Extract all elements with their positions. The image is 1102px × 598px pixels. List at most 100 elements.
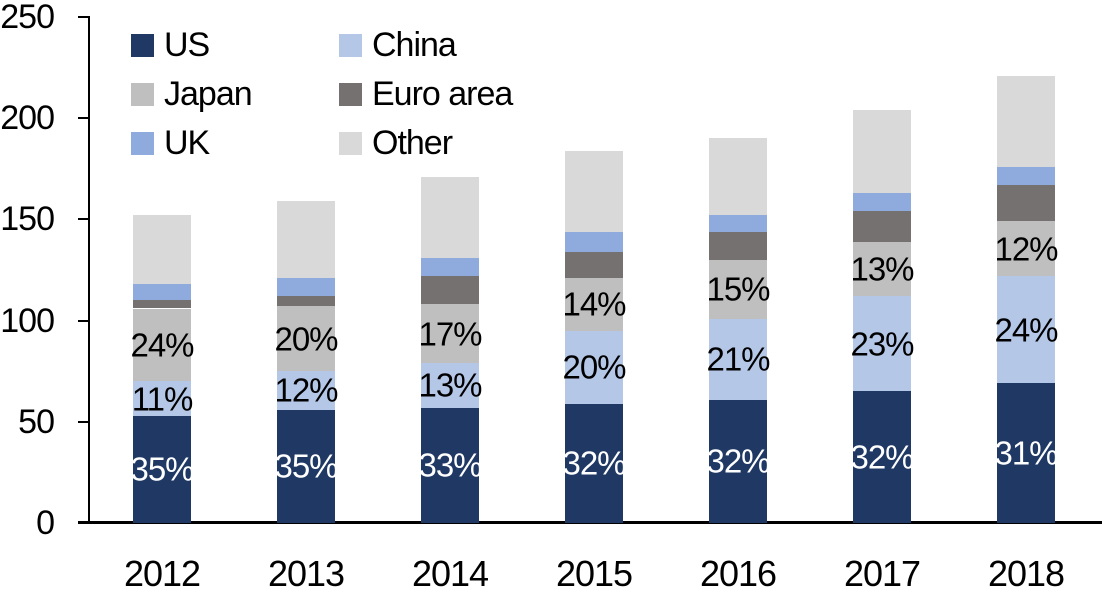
bar-segment-uk-2017 bbox=[853, 193, 911, 212]
bar-segment-uk-2015 bbox=[565, 231, 623, 252]
bar-segment-euro-area-2013 bbox=[277, 296, 335, 307]
y-axis bbox=[88, 16, 90, 524]
bar-segment-uk-2014 bbox=[421, 257, 479, 277]
y-axis-tick bbox=[78, 117, 88, 120]
bar-segment-china-2013 bbox=[277, 371, 335, 410]
y-axis-tick bbox=[78, 522, 88, 524]
x-axis-label: 2014 bbox=[411, 553, 489, 594]
bar-segment-label: 14% bbox=[562, 285, 626, 323]
bar-segment-japan-2016 bbox=[709, 259, 767, 319]
bar-segment-label: 20% bbox=[274, 320, 338, 358]
bar-segment-label: 15% bbox=[706, 270, 770, 308]
bar-segment-us-2013 bbox=[277, 409, 335, 523]
bar-segment-us-2018 bbox=[997, 383, 1055, 523]
legend-label: China bbox=[372, 26, 457, 64]
y-axis-tick-label: 250 bbox=[0, 0, 55, 36]
bar-segment-label: 13% bbox=[418, 366, 482, 404]
bar-segment-uk-2013 bbox=[277, 278, 335, 297]
bar-segment-us-2014 bbox=[421, 407, 479, 523]
bar-segment-label: 24% bbox=[130, 326, 194, 364]
bar-segment-euro-area-2018 bbox=[997, 185, 1055, 222]
bar-segment-euro-area-2017 bbox=[853, 211, 911, 242]
bar-segment-other-2016 bbox=[709, 138, 767, 216]
bar-segment-us-2012 bbox=[133, 415, 191, 523]
bar-segment-japan-2013 bbox=[277, 306, 335, 372]
legend-swatch-uk bbox=[131, 131, 154, 155]
legend-item-us: US bbox=[131, 26, 210, 64]
bar-segment-other-2017 bbox=[853, 110, 911, 194]
bar-segment-china-2016 bbox=[709, 318, 767, 400]
bar-segment-other-2018 bbox=[997, 75, 1055, 167]
bar-segment-label: 32% bbox=[562, 444, 626, 482]
y-axis-tick-label: 100 bbox=[0, 301, 55, 340]
legend-swatch-other bbox=[339, 131, 362, 155]
x-axis-label: 2012 bbox=[123, 553, 201, 594]
bar-segment-japan-2015 bbox=[565, 278, 623, 331]
legend-label: Euro area bbox=[372, 75, 513, 113]
y-axis-tick-label: 50 bbox=[18, 402, 55, 441]
bar-segment-euro-area-2015 bbox=[565, 251, 623, 279]
bar-segment-china-2017 bbox=[853, 296, 911, 392]
bar-segment-label: 12% bbox=[994, 230, 1058, 268]
bar-segment-china-2015 bbox=[565, 330, 623, 404]
bar-segment-label: 13% bbox=[850, 250, 914, 288]
bar-segment-china-2014 bbox=[421, 363, 479, 408]
bar-segment-label: 32% bbox=[850, 438, 914, 476]
legend-label: Japan bbox=[164, 75, 253, 113]
legend-label: Other bbox=[372, 124, 453, 162]
y-axis-tick-label: 200 bbox=[0, 99, 55, 138]
bar-segment-label: 33% bbox=[418, 446, 482, 484]
legend-label: US bbox=[164, 26, 210, 64]
legend-item-euro-area: Euro area bbox=[339, 75, 513, 113]
bar-segment-uk-2016 bbox=[709, 215, 767, 232]
y-axis-tick bbox=[78, 218, 88, 221]
bar-segment-other-2014 bbox=[421, 176, 479, 258]
bar-segment-japan-2018 bbox=[997, 221, 1055, 276]
bar-segment-label: 31% bbox=[994, 434, 1058, 472]
bar-segment-euro-area-2014 bbox=[421, 276, 479, 305]
bar-segment-uk-2012 bbox=[133, 284, 191, 301]
legend-label: UK bbox=[164, 124, 210, 162]
bar-segment-label: 35% bbox=[130, 450, 194, 488]
legend-swatch-china bbox=[339, 33, 362, 57]
bar-segment-us-2016 bbox=[709, 399, 767, 523]
bar-segment-us-2017 bbox=[853, 391, 911, 523]
bar-segment-label: 17% bbox=[418, 315, 482, 353]
bar-segment-label: 12% bbox=[274, 371, 338, 409]
bar-segment-other-2013 bbox=[277, 201, 335, 279]
bar-segment-label: 23% bbox=[850, 325, 914, 363]
bar-segment-uk-2018 bbox=[997, 166, 1055, 185]
legend-swatch-japan bbox=[131, 82, 154, 106]
x-axis-label: 2018 bbox=[987, 553, 1065, 594]
legend-item-other: Other bbox=[339, 124, 453, 162]
bar-segment-japan-2012 bbox=[133, 308, 191, 382]
bar-segment-label: 20% bbox=[562, 348, 626, 386]
legend-swatch-us bbox=[131, 33, 154, 57]
y-axis-tick bbox=[78, 319, 88, 322]
bar-segment-other-2012 bbox=[133, 215, 191, 285]
legend-item-uk: UK bbox=[131, 124, 210, 162]
bar-segment-japan-2017 bbox=[853, 241, 911, 297]
bar-segment-other-2015 bbox=[565, 150, 623, 232]
bar-segment-china-2018 bbox=[997, 276, 1055, 384]
bar-segment-china-2012 bbox=[133, 381, 191, 416]
x-axis-label: 2015 bbox=[555, 553, 633, 594]
bar-segment-euro-area-2012 bbox=[133, 300, 191, 309]
legend-swatch-euro-area bbox=[339, 82, 362, 106]
x-axis-label: 2013 bbox=[267, 553, 345, 594]
x-axis-label: 2016 bbox=[699, 553, 777, 594]
legend-item-japan: Japan bbox=[131, 75, 253, 113]
bar-segment-us-2015 bbox=[565, 403, 623, 523]
y-axis-tick-label: 150 bbox=[0, 200, 55, 239]
legend-item-china: China bbox=[339, 26, 457, 64]
bar-segment-label: 35% bbox=[274, 447, 338, 485]
y-axis-tick bbox=[78, 420, 88, 423]
bar-segment-euro-area-2016 bbox=[709, 231, 767, 260]
bar-segment-japan-2014 bbox=[421, 304, 479, 364]
bar-segment-label: 32% bbox=[706, 442, 770, 480]
y-axis-tick bbox=[78, 16, 88, 18]
x-axis-label: 2017 bbox=[843, 553, 921, 594]
bar-segment-label: 11% bbox=[131, 380, 194, 417]
bar-segment-label: 24% bbox=[994, 311, 1058, 349]
